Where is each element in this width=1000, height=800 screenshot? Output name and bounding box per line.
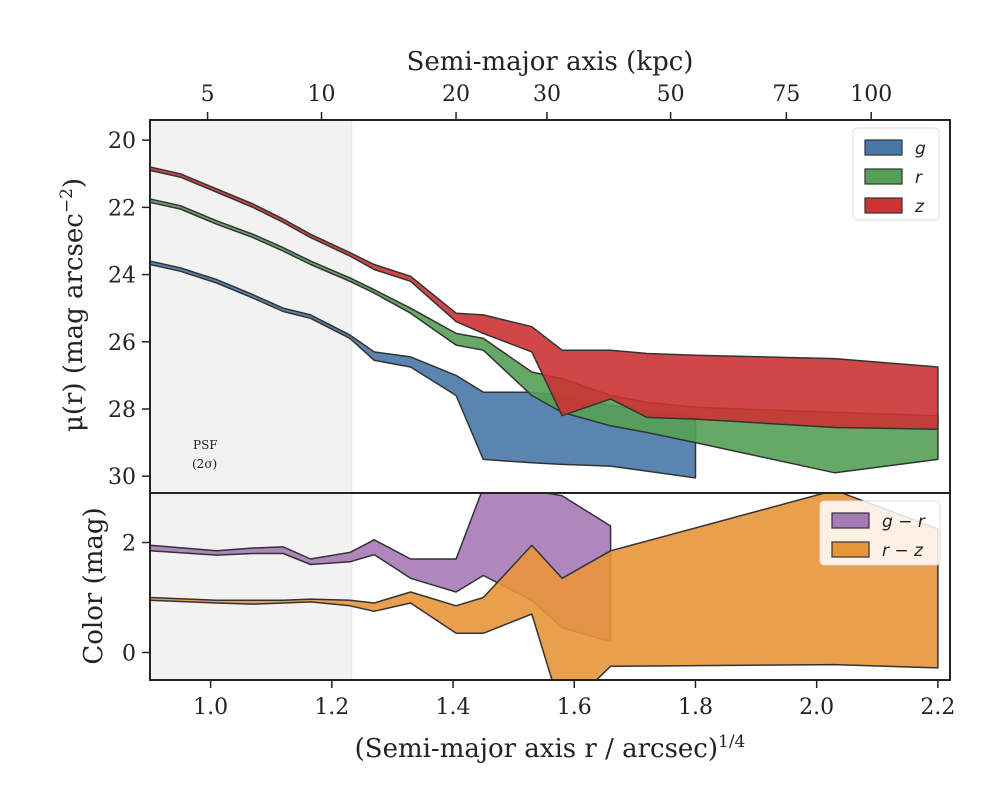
bottom-x-tick-label: 1.8 (678, 695, 713, 720)
bottom-y-tick-label: 0 (122, 642, 136, 667)
top-axis-title: Semi-major axis (kpc) (407, 47, 694, 77)
top-kpc-tick-label: 20 (442, 82, 470, 107)
legend-filters: grz (852, 127, 940, 221)
top-kpc-tick-label: 50 (657, 82, 685, 107)
legend-colors: g − r r − z (819, 500, 941, 566)
bottom-x-tick-label: 1.2 (314, 695, 349, 720)
legend-swatch-g (864, 139, 903, 156)
bottom-x-tick-label: 1.0 (193, 695, 228, 720)
legend-swatch-z (864, 197, 903, 214)
psf-region-top (150, 120, 352, 493)
legend-label-g: g (915, 139, 926, 159)
top-kpc-tick-label: 30 (533, 82, 561, 107)
top-kpc-tick-label: 100 (850, 82, 892, 107)
top-y-tick-label: 26 (108, 331, 136, 356)
legend-swatch-r (864, 168, 903, 185)
x-axis-title-exponent: 1/4 (718, 732, 745, 752)
top-y-axis-title: μ(r) (mag arcsec−2) (57, 178, 89, 432)
color-bands (150, 493, 939, 680)
bottom-x-tick-label: 2.2 (920, 695, 955, 720)
psf-region-bottom (150, 493, 352, 680)
band-filter-z (150, 166, 939, 430)
bottom-y-ticks: 02 (122, 532, 150, 667)
top-y-tick-label: 24 (108, 264, 136, 289)
surface-brightness-bands (150, 166, 939, 479)
bottom-y-tick-label: 2 (122, 532, 136, 557)
top-y-ticks: 20 22 24 26 28 30 (108, 129, 150, 490)
top-y-axis-title-exponent: −2 (57, 188, 77, 213)
top-y-tick-label: 22 (108, 196, 136, 221)
top-y-axis-title-main: μ(r) (mag arcsec (59, 213, 89, 432)
psf-label: PSF (193, 438, 218, 452)
psf-label-sigma: (2σ) (192, 457, 217, 471)
top-y-tick-label: 30 (108, 465, 136, 490)
bottom-x-ticks: 1.0 1.2 1.4 1.6 1.8 2.0 2.2 (193, 680, 955, 720)
top-kpc-tick-label: 75 (772, 82, 800, 107)
legend-label-r-minus-z: r − z (882, 541, 924, 561)
top-y-tick-label: 20 (108, 129, 136, 154)
legend-label-r: r (915, 168, 923, 188)
legend-label-g-minus-r: g − r (882, 512, 926, 532)
top-kpc-ticks: 5 10 20 30 50 75 100 (201, 82, 892, 120)
bottom-x-tick-label: 1.4 (436, 695, 471, 720)
top-kpc-tick-label: 5 (201, 82, 215, 107)
bottom-x-tick-label: 1.6 (557, 695, 592, 720)
legend-swatch-g-minus-r (831, 512, 870, 529)
x-axis-title: (Semi-major axis r / arcsec)1/4 (355, 732, 746, 764)
top-kpc-tick-label: 10 (308, 82, 336, 107)
bottom-panel-frame (149, 492, 951, 681)
legend-swatch-r-minus-z (831, 541, 870, 558)
top-y-axis-title-tail: ) (59, 178, 89, 188)
band-r-minus-z (150, 493, 939, 680)
band-filter-g (150, 260, 697, 479)
band-filter-r (150, 198, 939, 474)
bottom-x-tick-label: 2.0 (799, 695, 834, 720)
top-y-tick-label: 28 (108, 398, 136, 423)
x-axis-title-main: (Semi-major axis r / arcsec) (355, 734, 718, 764)
bottom-y-axis-title: Color (mag) (79, 507, 109, 664)
legend-label-z: z (914, 197, 925, 217)
